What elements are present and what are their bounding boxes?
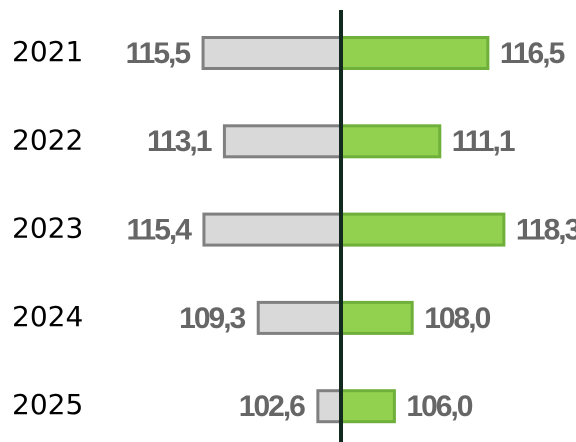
bar [339,212,506,247]
bar [339,300,414,335]
bar [222,124,343,159]
bar [202,212,343,247]
bar [201,36,343,70]
category-label: 2024 [12,300,83,333]
value-label: 106,0 [406,390,472,423]
bar [339,124,442,159]
bar [339,389,396,424]
bar [256,300,343,335]
value-label: 109,3 [179,302,245,335]
category-label: 2022 [12,123,83,156]
bar [339,36,490,70]
category-label: 2021 [12,35,83,68]
value-label: 115,4 [127,214,193,247]
value-label: 113,1 [147,125,212,158]
bar [316,389,343,424]
value-label: 111,1 [452,125,515,158]
value-label: 115,5 [126,37,191,70]
category-label: 2023 [12,212,83,245]
value-label: 102,6 [239,390,305,423]
category-label: 2025 [12,388,83,421]
value-label: 116,5 [500,37,565,70]
value-label: 118,3 [516,214,576,247]
value-label: 108,0 [424,302,490,335]
